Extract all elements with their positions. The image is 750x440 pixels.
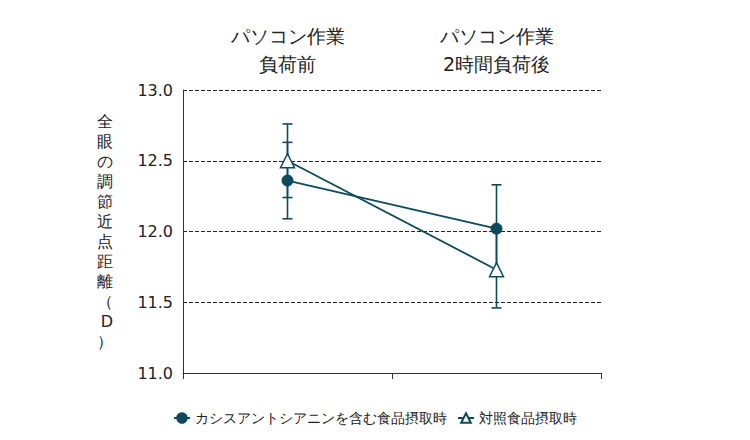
svg-text:）: ）	[97, 332, 113, 351]
svg-text:節: 節	[97, 192, 113, 211]
svg-text:の: の	[97, 152, 113, 171]
svg-text:全: 全	[97, 112, 113, 131]
svg-text:負荷前: 負荷前	[259, 53, 316, 75]
svg-text:近: 近	[97, 212, 113, 231]
svg-text:点: 点	[97, 232, 113, 251]
svg-text:調: 調	[97, 172, 113, 191]
svg-text:パソコン作業: パソコン作業	[230, 25, 345, 47]
svg-text:（: （	[97, 292, 113, 311]
svg-text:距: 距	[97, 252, 113, 271]
svg-text:12.0: 12.0	[137, 222, 173, 241]
svg-text:D: D	[101, 312, 113, 331]
svg-text:離: 離	[97, 272, 113, 291]
svg-text:2時間負荷後: 2時間負荷後	[443, 53, 550, 75]
svg-text:パソコン作業: パソコン作業	[439, 25, 554, 47]
svg-text:13.0: 13.0	[137, 81, 173, 100]
svg-text:12.5: 12.5	[137, 151, 173, 170]
svg-text:カシスアントシアニンを含む食品摂取時: カシスアントシアニンを含む食品摂取時	[195, 410, 447, 426]
svg-text:11.0: 11.0	[137, 364, 173, 383]
svg-text:11.5: 11.5	[137, 293, 173, 312]
svg-text:対照食品摂取時: 対照食品摂取時	[479, 410, 577, 426]
svg-text:眼: 眼	[97, 132, 113, 151]
